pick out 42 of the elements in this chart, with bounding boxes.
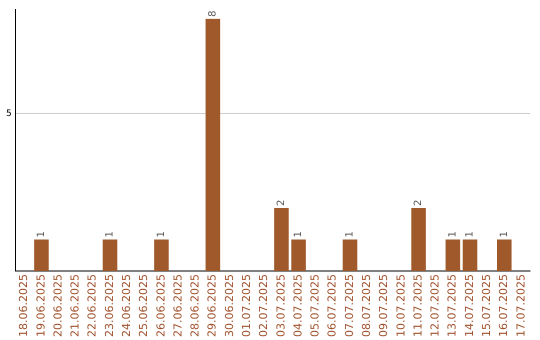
x-tick-label: 08.07.2025 xyxy=(360,274,374,338)
x-tick-label: 15.07.2025 xyxy=(480,274,494,338)
data-label: 1 xyxy=(464,231,476,238)
x-tick-label: 25.06.2025 xyxy=(137,274,150,338)
x-tick-label: 19.06.2025 xyxy=(34,274,48,338)
x-tick-label: 14.07.2025 xyxy=(462,274,476,338)
x-tick-label: 24.06.2025 xyxy=(120,274,134,338)
x-tick-label: 04.07.2025 xyxy=(291,274,304,338)
x-tick-label: 12.07.2025 xyxy=(428,274,442,338)
data-label: 8 xyxy=(207,10,218,17)
x-tick-label: 02.07.2025 xyxy=(257,274,270,338)
data-label: 1 xyxy=(498,231,510,238)
x-tick-label: 18.06.2025 xyxy=(17,274,30,338)
x-tick-label: 30.06.2025 xyxy=(222,274,236,338)
x-tick-label: 26.06.2025 xyxy=(154,274,168,338)
x-tick-label: 22.06.2025 xyxy=(86,274,99,338)
data-label: 1 xyxy=(104,231,116,238)
data-label: 1 xyxy=(293,231,304,238)
x-tick-label: 10.07.2025 xyxy=(394,274,408,338)
data-label: 1 xyxy=(447,231,458,238)
x-tick-label: 13.07.2025 xyxy=(446,274,459,338)
x-tick-label: 01.07.2025 xyxy=(240,274,254,338)
x-tick-label: 27.06.2025 xyxy=(171,274,184,338)
x-tick-label: 28.06.2025 xyxy=(188,274,202,338)
x-tick-label: 03.07.2025 xyxy=(274,274,288,338)
x-tick-label: 20.06.2025 xyxy=(51,274,64,338)
x-tick-label: 11.07.2025 xyxy=(411,274,424,338)
y-tick-label: 5 xyxy=(6,108,12,119)
x-tick-label: 07.07.2025 xyxy=(342,274,356,338)
x-tick-label: 05.07.2025 xyxy=(308,274,322,338)
x-tick-label: 16.07.2025 xyxy=(497,274,510,338)
x-tick-label: 21.06.2025 xyxy=(68,274,82,338)
x-tick-label: 17.07.2025 xyxy=(514,274,528,338)
x-tick-label: 06.07.2025 xyxy=(326,274,339,338)
data-label: 1 xyxy=(36,231,48,238)
data-label: 2 xyxy=(413,200,424,206)
data-label: 2 xyxy=(276,200,288,206)
x-tick-label: 29.06.2025 xyxy=(206,274,219,338)
data-label: 1 xyxy=(156,231,168,238)
x-tick-label: 23.06.2025 xyxy=(102,274,116,338)
data-label: 1 xyxy=(344,231,356,238)
x-tick-label: 09.07.2025 xyxy=(377,274,390,338)
